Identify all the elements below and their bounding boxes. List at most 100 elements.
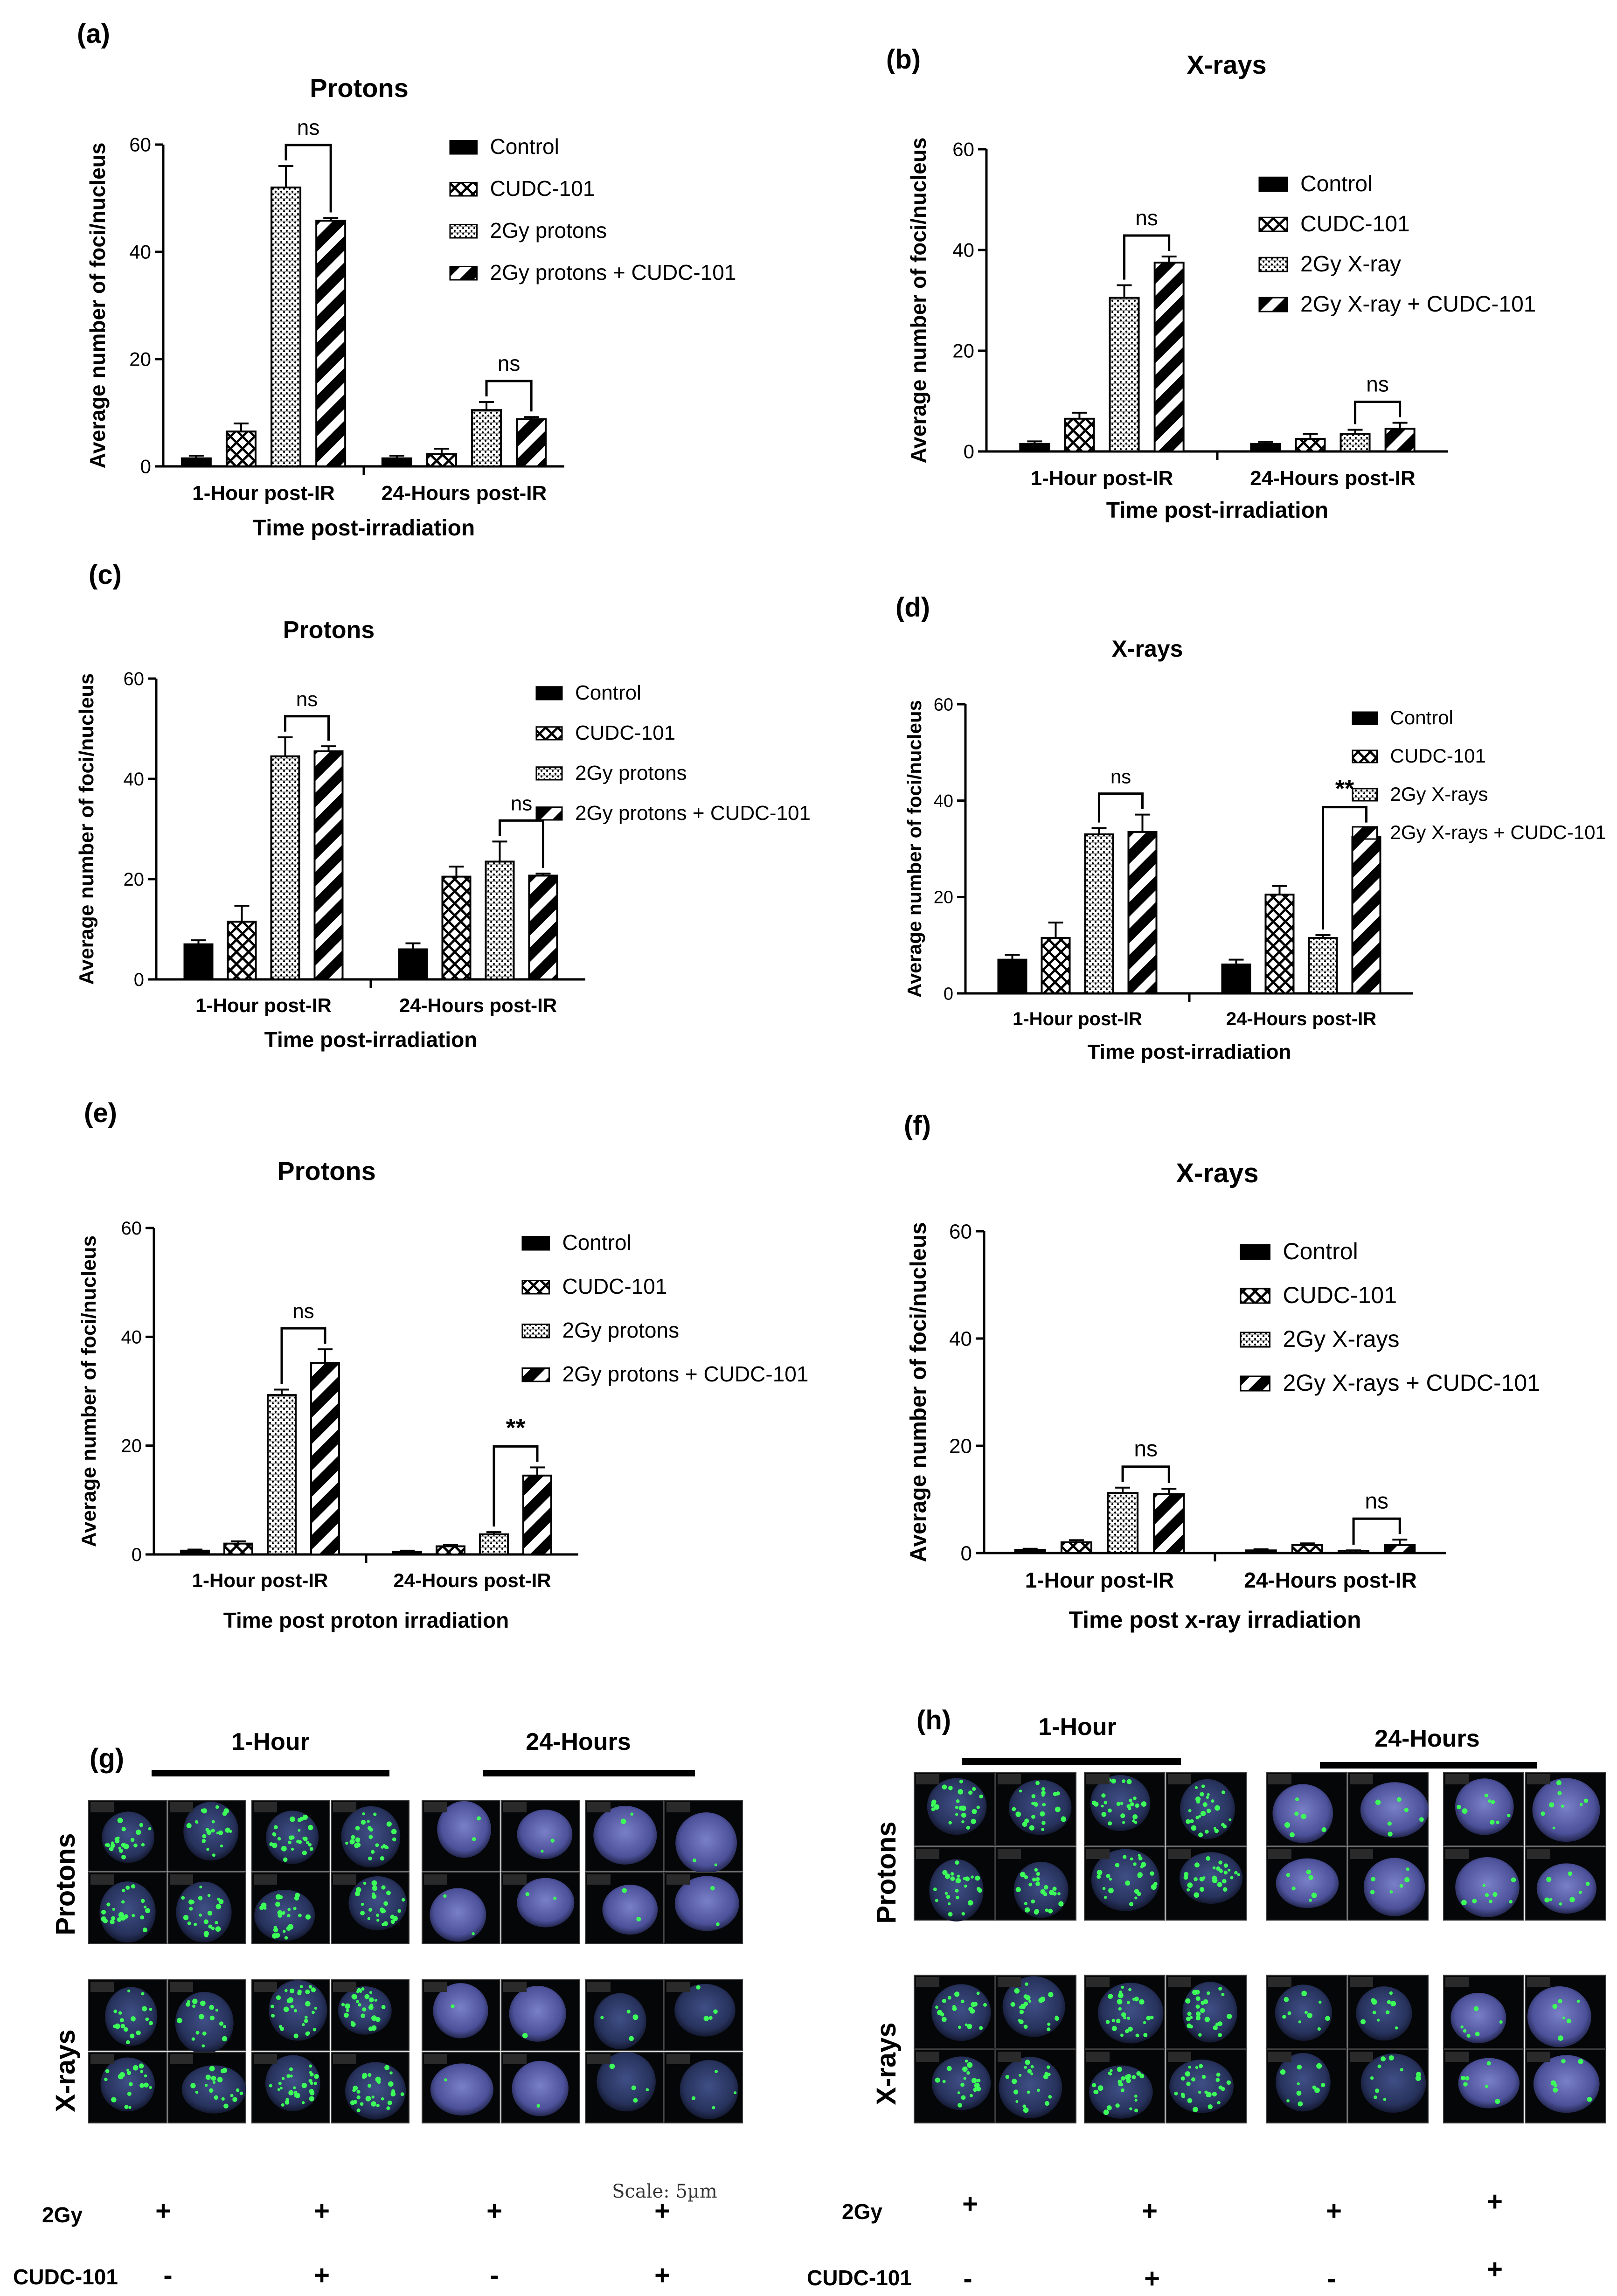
focus-dot bbox=[1030, 2065, 1034, 2069]
focus-dot bbox=[1138, 1854, 1141, 1857]
focus-dot bbox=[1489, 1900, 1493, 1903]
focus-dot bbox=[232, 2097, 237, 2102]
focus-dot bbox=[355, 1837, 361, 1843]
focus-dot bbox=[1390, 2001, 1396, 2007]
focus-dot bbox=[301, 2082, 307, 2088]
cell-tag bbox=[998, 1849, 1021, 1859]
focus-dot bbox=[1015, 1887, 1021, 1893]
focus-dot bbox=[344, 2012, 349, 2018]
focus-dot bbox=[1195, 2066, 1199, 2069]
focus-dot bbox=[1559, 1902, 1562, 1906]
focus-dot bbox=[296, 1839, 300, 1844]
focus-dot bbox=[1194, 1877, 1198, 1881]
focus-dot bbox=[148, 2021, 153, 2025]
focus-dot bbox=[1198, 1815, 1201, 1818]
focus-dot bbox=[1037, 2088, 1040, 2092]
focus-dot bbox=[1033, 1802, 1038, 1806]
focus-dot bbox=[1195, 2004, 1200, 2009]
focus-dot bbox=[1549, 1898, 1553, 1901]
chart-panel-f: X-rays 0 20 40 60 Average number of foci/nucl… bbox=[906, 1158, 1540, 1633]
focus-dot bbox=[1035, 1881, 1041, 1887]
focus-dot bbox=[1377, 2019, 1380, 2022]
legend-swatch bbox=[1352, 826, 1378, 840]
focus-dot bbox=[1108, 1821, 1112, 1826]
nucleus bbox=[680, 2060, 738, 2119]
focus-dot bbox=[1133, 1796, 1137, 1800]
focus-dot bbox=[977, 2078, 981, 2083]
focus-dot bbox=[101, 1910, 106, 1915]
focus-dot bbox=[275, 1901, 280, 1907]
focus-dot bbox=[368, 2073, 372, 2077]
x-tick-label: 1-Hour post-IR bbox=[192, 1569, 328, 1591]
legend-entry: 2Gy X-ray bbox=[1300, 252, 1401, 277]
nucleus bbox=[674, 1984, 736, 2037]
focus-dot bbox=[350, 2100, 355, 2105]
focus-dot bbox=[961, 1820, 965, 1824]
cell-tag bbox=[90, 1802, 114, 1812]
legend-entry: 2Gy X-ray + CUDC-101 bbox=[1300, 292, 1536, 317]
focus-dot bbox=[948, 1786, 953, 1790]
focus-dot bbox=[1184, 1872, 1189, 1877]
micro-g-2gy-label: 2Gy bbox=[42, 2203, 83, 2227]
focus-dot bbox=[202, 2031, 207, 2036]
y-tick-label: 60 bbox=[124, 669, 145, 689]
panel-label-c: (c) bbox=[89, 560, 122, 590]
cell-tag bbox=[503, 2054, 527, 2064]
focus-dot bbox=[1143, 2032, 1148, 2037]
focus-dot bbox=[622, 1888, 627, 1893]
focus-dot bbox=[1561, 1804, 1564, 1808]
focus-dot bbox=[1025, 2060, 1030, 2065]
focus-dot bbox=[1122, 1779, 1126, 1783]
focus-dot bbox=[356, 2090, 361, 2094]
focus-dot bbox=[972, 1787, 976, 1791]
focus-dot bbox=[1034, 1910, 1039, 1915]
focus-dot bbox=[118, 1912, 124, 1918]
cell-tag bbox=[1445, 1774, 1469, 1784]
focus-dot bbox=[967, 1900, 973, 1906]
focus-dot bbox=[402, 1898, 405, 1902]
focus-dot bbox=[976, 1805, 980, 1809]
focus-dot bbox=[1132, 1998, 1136, 2001]
focus-dot bbox=[144, 2082, 149, 2088]
cell-tag bbox=[1268, 1774, 1291, 1784]
legend-swatch bbox=[535, 806, 563, 821]
focus-dot bbox=[1116, 1802, 1121, 1806]
focus-dot bbox=[1212, 2091, 1217, 2097]
focus-dot bbox=[209, 2066, 215, 2072]
micro-h-2gy-sign-2: + bbox=[1142, 2196, 1158, 2226]
focus-dot bbox=[1134, 1997, 1139, 2002]
focus-dot bbox=[223, 2103, 229, 2109]
focus-dot bbox=[975, 1875, 980, 1881]
focus-dot bbox=[1196, 2011, 1201, 2017]
legend-swatch bbox=[521, 1235, 550, 1251]
focus-dot bbox=[948, 1902, 951, 1906]
focus-dot bbox=[955, 1888, 959, 1893]
focus-dot bbox=[1024, 1907, 1030, 1913]
focus-dot bbox=[443, 1894, 447, 1898]
nucleus bbox=[1536, 1863, 1596, 1914]
focus-dot bbox=[361, 2075, 366, 2079]
focus-dot bbox=[1507, 1814, 1511, 1817]
focus-dot bbox=[145, 2017, 149, 2021]
focus-dot bbox=[1319, 2000, 1322, 2004]
focus-dot bbox=[312, 2011, 315, 2014]
significance-label: ns bbox=[511, 792, 532, 815]
focus-dot bbox=[1020, 1872, 1026, 1878]
focus-dot bbox=[954, 1991, 960, 1997]
legend-entry: 2Gy X-rays + CUDC-101 bbox=[1390, 821, 1606, 843]
focus-dot bbox=[309, 2088, 314, 2094]
focus-dot bbox=[281, 1845, 287, 1852]
bar-3 bbox=[267, 1394, 297, 1556]
bar-1 bbox=[997, 958, 1027, 995]
focus-dot bbox=[106, 1843, 111, 1847]
focus-dot bbox=[1188, 2066, 1192, 2069]
nucleus bbox=[430, 2063, 493, 2116]
focus-dot bbox=[1200, 1810, 1206, 1817]
focus-dot bbox=[1284, 1822, 1291, 1828]
focus-dot bbox=[1195, 1816, 1200, 1819]
focus-dot bbox=[1297, 2082, 1300, 2085]
focus-dot bbox=[1132, 1819, 1136, 1823]
focus-dot bbox=[1101, 1804, 1104, 1808]
focus-dot bbox=[1207, 1793, 1210, 1797]
focus-dot bbox=[1294, 1811, 1299, 1816]
